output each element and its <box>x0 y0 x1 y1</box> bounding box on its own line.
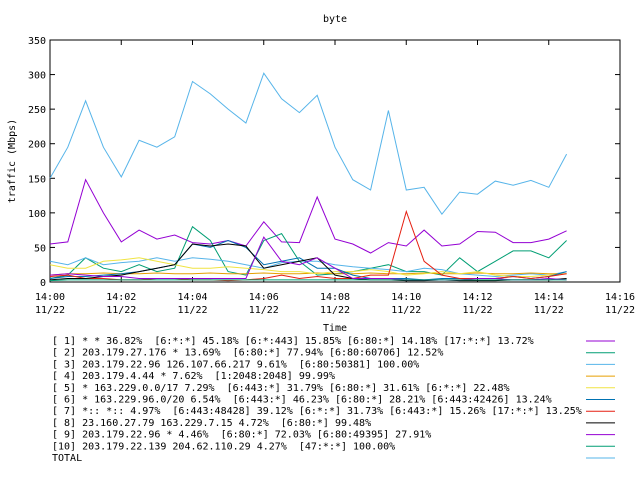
legend-label: [ 5] * 163.229.0.0/17 7.29% [6:443:*] 31… <box>52 383 510 394</box>
x-tick-date: 11/22 <box>462 305 492 316</box>
legend-label: [ 7] *:: *:: 4.97% [6:443:48428] 39.12% … <box>52 406 582 417</box>
legend-label: [ 8] 23.160.27.79 163.229.7.15 4.72% [6:… <box>52 418 371 429</box>
series-line <box>49 243 567 282</box>
x-tick-label: 14:12 <box>462 292 492 303</box>
legend-label: TOTAL <box>52 453 82 464</box>
y-tick-label: 350 <box>28 36 46 47</box>
x-tick-date: 11/22 <box>391 305 421 316</box>
legend-label: [ 6] * 163.229.96.0/20 6.54% [6:443:*] 4… <box>52 395 552 406</box>
y-tick-label: 0 <box>40 278 46 289</box>
x-tick-date: 11/22 <box>534 305 564 316</box>
y-tick-label: 300 <box>28 71 46 82</box>
x-tick-label: 14:08 <box>320 292 350 303</box>
series-line <box>49 257 567 277</box>
series-line <box>49 209 567 282</box>
legend-label: [ 2] 203.179.27.176 * 13.69% [6:80:*] 77… <box>52 348 443 359</box>
y-tick-label: 150 <box>28 174 46 185</box>
x-tick-date: 11/22 <box>177 305 207 316</box>
chart-title: byte <box>323 14 347 25</box>
x-tick-label: 14:14 <box>534 292 564 303</box>
x-tick-date: 11/22 <box>106 305 136 316</box>
legend-label: [ 1] * * 36.82% [6:*:*] 45.18% [6:*:443]… <box>52 336 534 347</box>
x-tick-label: 14:00 <box>35 292 65 303</box>
y-tick-label: 200 <box>28 140 46 151</box>
y-tick-label: 100 <box>28 209 46 220</box>
legend-label: [ 4] 203.179.4.44 * 7.62% [1:2048:2048] … <box>52 371 335 382</box>
legend-label: [ 9] 203.179.22.96 * 4.46% [6:80:*] 72.0… <box>52 430 431 441</box>
y-tick-label: 50 <box>34 243 46 254</box>
x-tick-date: 11/22 <box>249 305 279 316</box>
series-line <box>49 178 567 254</box>
series-line <box>49 72 568 216</box>
x-tick-label: 14:16 <box>605 292 635 303</box>
legend-label: [10] 203.179.22.139 204.62.110.29 4.27% … <box>52 441 395 452</box>
x-axis-label: Time <box>323 323 347 334</box>
series-line <box>49 279 567 282</box>
series-line <box>49 236 567 281</box>
x-tick-label: 14:02 <box>106 292 136 303</box>
x-tick-date: 11/22 <box>320 305 350 316</box>
legend-label: [ 3] 203.179.22.96 126.107.66.217 9.61% … <box>52 359 419 370</box>
series-line <box>49 225 567 279</box>
x-tick-label: 14:10 <box>391 292 421 303</box>
plot-border <box>49 39 621 283</box>
y-tick-label: 250 <box>28 105 46 116</box>
y-axis-label: traffic (Mbps) <box>7 119 18 203</box>
series-line <box>49 272 567 276</box>
x-tick-date: 11/22 <box>605 305 635 316</box>
x-tick-label: 14:04 <box>177 292 207 303</box>
x-tick-date: 11/22 <box>35 305 65 316</box>
x-tick-label: 14:06 <box>249 292 279 303</box>
